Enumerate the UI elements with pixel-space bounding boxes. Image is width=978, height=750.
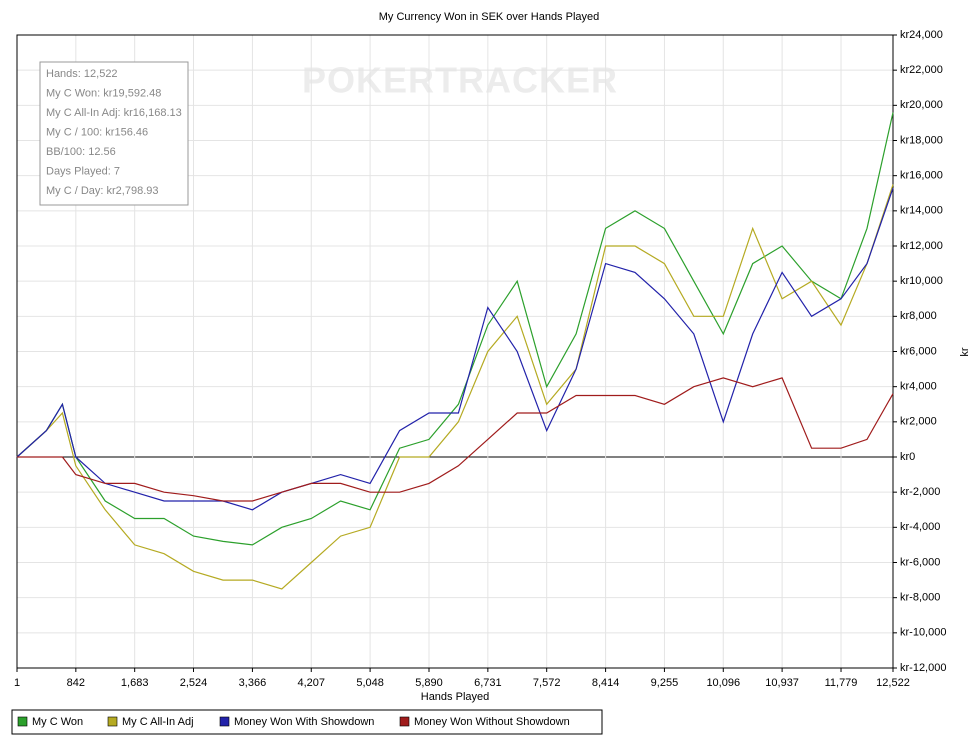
- y-tick-label: kr-12,000: [900, 662, 946, 674]
- y-tick-label: kr6,000: [900, 345, 937, 357]
- chart-title: My Currency Won in SEK over Hands Played: [379, 11, 600, 23]
- legend-swatch: [17, 716, 28, 727]
- y-tick-label: kr-6,000: [900, 556, 940, 568]
- info-frame: [39, 61, 189, 206]
- info-line: My C Won: kr19,592.48: [46, 87, 161, 99]
- y-tick-label: kr16,000: [900, 170, 943, 182]
- legend-swatch: [219, 716, 230, 727]
- x-tick-label: 10,096: [706, 677, 740, 689]
- series-line: [17, 377, 894, 502]
- y-tick-label: kr14,000: [900, 205, 943, 217]
- series-line: [16, 112, 894, 546]
- x-tick-label: 842: [67, 677, 85, 689]
- info-box: Hands: 12,522 My C Won: kr19,592.48 My C A…: [39, 61, 189, 206]
- legend-label: Money Won With Showdown: [234, 716, 374, 728]
- x-tick-label: 2,524: [180, 677, 208, 689]
- series-line: [16, 187, 894, 511]
- y-tick-label: kr10,000: [900, 275, 943, 287]
- series-line: [16, 184, 894, 590]
- y-tick-label: kr22,000: [900, 64, 943, 76]
- x-tick-label: 6,731: [474, 677, 502, 689]
- y-tick-label: kr12,000: [900, 240, 943, 252]
- y-tick-label: kr4,000: [900, 381, 937, 393]
- info-line: Hands: 12,522: [46, 68, 118, 80]
- info-line: My C / 100: kr156.46: [46, 126, 148, 138]
- plot-frame: [16, 34, 894, 669]
- y-tick-label: kr-4,000: [900, 521, 940, 533]
- y-tick-label: kr-8,000: [900, 592, 940, 604]
- y-tick-label: kr-10,000: [900, 627, 946, 639]
- y-tick-label: kr-2,000: [900, 486, 940, 498]
- legend-swatch: [107, 716, 118, 727]
- x-tick-label: 3,366: [239, 677, 267, 689]
- info-line: Days Played: 7: [46, 165, 120, 177]
- legend-label: My C Won: [32, 716, 83, 728]
- y-tick-label: kr18,000: [900, 134, 943, 146]
- x-axis-label: Hands Played: [421, 691, 490, 703]
- y-tick-label: kr20,000: [900, 99, 943, 111]
- info-line: My C All-In Adj: kr16,168.13: [46, 107, 182, 119]
- x-tick-label: 5,048: [356, 677, 384, 689]
- x-tick-label: 9,255: [651, 677, 679, 689]
- x-tick-label: 12,522: [876, 677, 910, 689]
- watermark: POKERTRACKER: [302, 60, 618, 101]
- legend-label: My C All-In Adj: [122, 716, 194, 728]
- y-axis-label: kr: [959, 347, 971, 357]
- x-tick-label: 10,937: [765, 677, 799, 689]
- y-tick-label: kr8,000: [900, 310, 937, 322]
- y-tick-label: kr0: [900, 451, 915, 463]
- x-tick-label: 5,890: [415, 677, 443, 689]
- y-tick-label: kr24,000: [900, 29, 943, 41]
- x-tick-label: 1: [14, 677, 20, 689]
- x-tick-label: 7,572: [533, 677, 561, 689]
- x-tick-label: 8,414: [592, 677, 620, 689]
- legend-label: Money Won Without Showdown: [414, 716, 570, 728]
- y-tick-label: kr2,000: [900, 416, 937, 428]
- legend-swatch: [399, 716, 410, 727]
- x-tick-label: 11,779: [825, 677, 858, 689]
- info-line: My C / Day: kr2,798.93: [46, 185, 159, 197]
- x-tick-label: 1,683: [121, 677, 149, 689]
- x-tick-label: 4,207: [297, 677, 325, 689]
- info-line: BB/100: 12.56: [46, 146, 116, 158]
